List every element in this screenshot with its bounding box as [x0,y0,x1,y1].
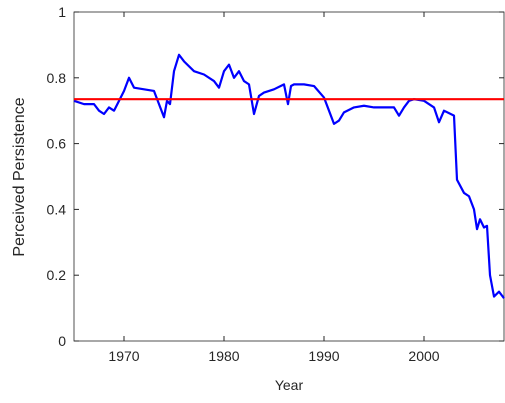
y-tick-label: 0.2 [47,267,67,283]
x-axis-label: Year [275,377,304,393]
y-tick-label: 0.4 [47,201,67,217]
x-tick-label: 2000 [408,348,439,364]
y-tick-label: 1 [58,4,66,20]
x-tick-label: 1970 [108,348,139,364]
x-tick-label: 1990 [308,348,339,364]
y-axis-label: Perceived Persistence [11,97,28,256]
x-tick-label: 1980 [208,348,239,364]
y-tick-label: 0.6 [47,136,67,152]
plot-area [73,11,505,342]
y-tick-label: 0 [58,333,66,349]
data-line [73,53,505,299]
y-tick-label: 0.8 [47,70,67,86]
